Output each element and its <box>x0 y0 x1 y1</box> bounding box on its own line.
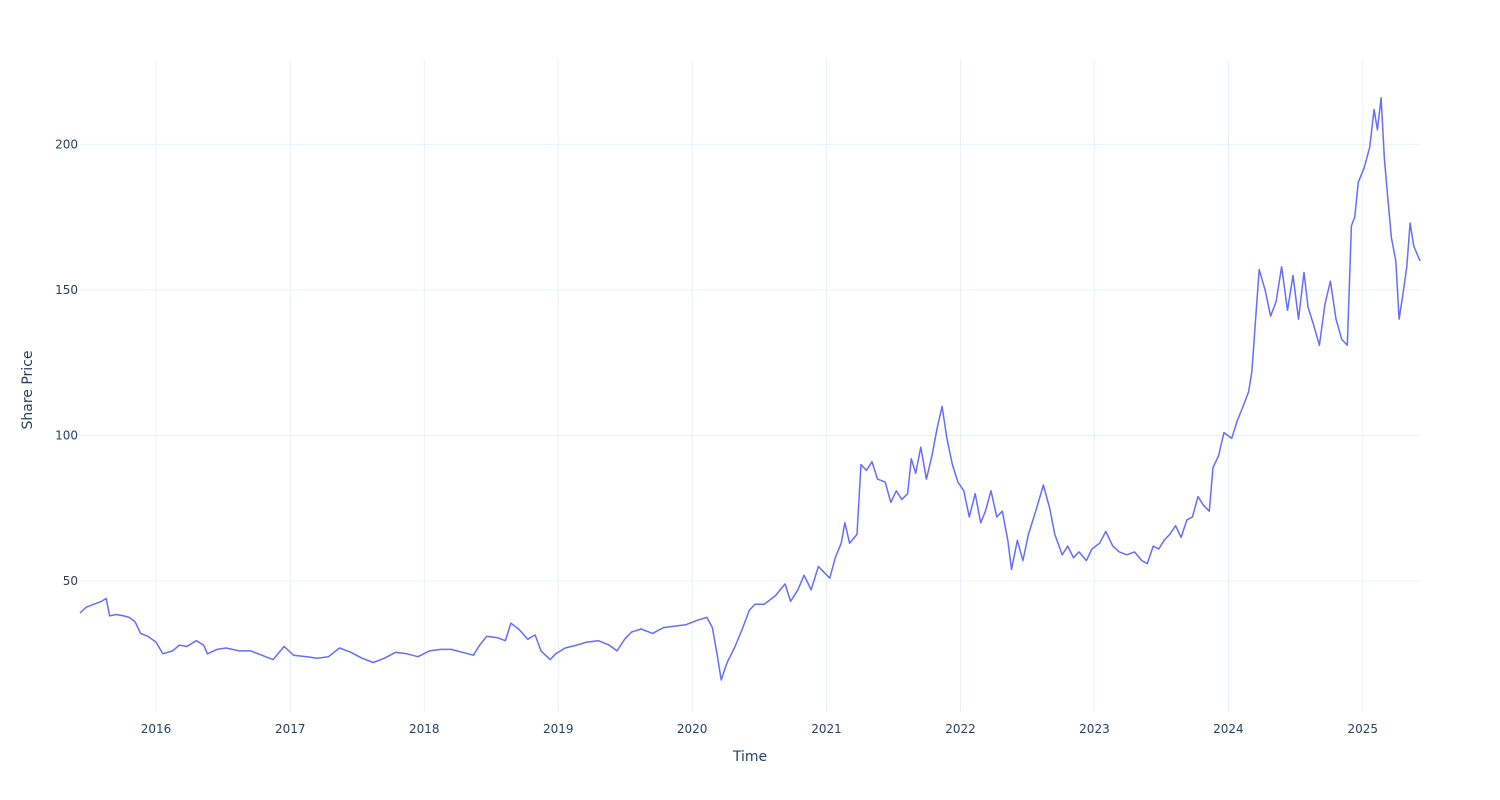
y-gridlines <box>80 143 1420 582</box>
x-tick-label: 2018 <box>409 722 440 736</box>
x-tick-label: 2024 <box>1213 722 1244 736</box>
y-tick-label: 200 <box>55 137 78 151</box>
y-tick-label: 50 <box>63 574 78 588</box>
x-tick-label: 2022 <box>945 722 976 736</box>
x-tick-label: 2019 <box>543 722 574 736</box>
x-tick-label: 2016 <box>141 722 172 736</box>
share-price-series-line <box>79 97 1421 681</box>
x-tick-label: 2023 <box>1079 722 1110 736</box>
y-tick-label: 150 <box>55 283 78 297</box>
x-axis-title: Time <box>732 749 767 765</box>
x-tick-label: 2025 <box>1347 722 1378 736</box>
x-gridlines <box>155 60 1364 712</box>
x-tick-labels: 2016 2017 2018 2019 2020 2021 2022 2023 2024 2025 <box>141 722 1378 736</box>
x-tick-label: 2021 <box>811 722 842 736</box>
y-axis-title: Share Price <box>20 350 36 429</box>
x-tick-label: 2020 <box>677 722 708 736</box>
y-tick-label: 100 <box>55 428 78 442</box>
plot-area <box>79 97 1421 681</box>
y-tick-labels: 50 100 150 200 <box>55 137 78 588</box>
x-tick-label: 2017 <box>275 722 306 736</box>
